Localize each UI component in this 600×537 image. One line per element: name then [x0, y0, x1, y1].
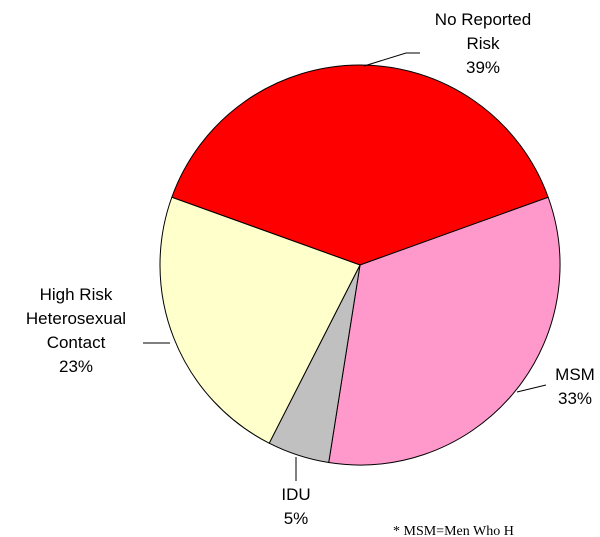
value-label: 39%: [465, 58, 501, 77]
leader-line: [363, 52, 420, 67]
pie-slice: [171, 64, 549, 266]
slice-label: High Risk Heterosexual Contact 23%: [22, 283, 130, 379]
value-label: 33%: [557, 389, 593, 408]
leader-line: [516, 384, 547, 393]
pie-slice: [159, 196, 361, 444]
category-label: High Risk Heterosexual Contact: [25, 285, 127, 352]
footnote: * MSM=Men Who H: [393, 524, 514, 537]
pie-slice: [328, 196, 561, 466]
slice-label: IDU 5%: [266, 483, 326, 531]
category-label: MSM: [555, 365, 595, 384]
value-label: 23%: [58, 357, 94, 376]
slice-label: No Reported Risk 39%: [433, 8, 533, 80]
slice-label: MSM 33%: [540, 363, 600, 411]
category-label: IDU: [281, 485, 311, 504]
value-label: 5%: [283, 509, 309, 528]
category-label: No Reported Risk: [434, 10, 532, 53]
